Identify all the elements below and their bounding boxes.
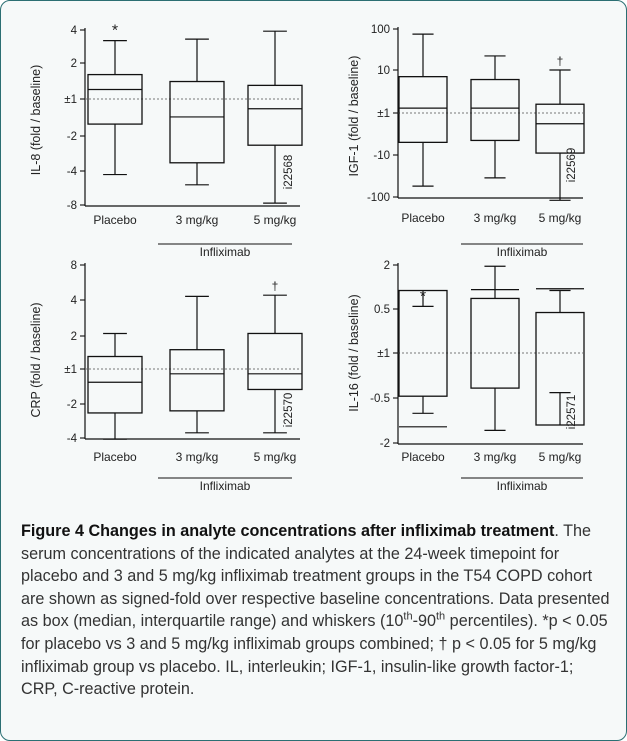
y-tick-label: -100	[367, 192, 390, 204]
y-tick-label: 100	[371, 24, 390, 36]
y-axis-label: IL-8 (fold / baseline)	[29, 65, 43, 175]
y-tick-label: 2	[384, 260, 390, 272]
iqr-box	[169, 349, 225, 412]
figure-caption: Figure 4 Changes in analyte concentratio…	[21, 520, 611, 701]
x-category-label: Placebo	[93, 213, 137, 227]
iqr-box	[470, 297, 520, 389]
group-label: Infliximab	[200, 245, 251, 259]
iqr-box	[535, 311, 585, 426]
box-plot-3	[535, 288, 585, 426]
iqr-box	[398, 76, 448, 144]
box-plot-2	[169, 295, 225, 434]
chart-panel-4: 2 0.5 ±1 -0.5 -2 IL-16 (fold / baseline) * Plac…	[347, 260, 585, 493]
iqr-box	[247, 332, 303, 391]
iqr-box	[247, 84, 303, 146]
box-plot-1: *	[398, 288, 448, 428]
y-tick-label: -4	[67, 433, 78, 445]
iqr-box	[169, 80, 225, 164]
y-tick-label: -0.5	[370, 393, 390, 405]
box-plot-3: †	[535, 54, 585, 201]
iqr-box	[470, 78, 520, 142]
group-label: Infliximab	[497, 245, 548, 259]
group-label: Infliximab	[497, 479, 548, 493]
x-category-label: 3 mg/kg	[176, 213, 219, 227]
caption-text-3: percentiles). *p < 0.05 for placebo vs 3…	[21, 612, 608, 699]
chart-panel-2: 100 10 ±1 -10 -100 IGF-1 (fold / baseline) † Pl…	[347, 24, 585, 259]
y-tick-label: 2	[71, 58, 77, 70]
y-tick-label: -2	[380, 438, 390, 450]
side-identifier: i22570	[283, 393, 295, 428]
y-axis-label: CRP (fold / baseline)	[29, 302, 43, 417]
y-tick-label: ±1	[64, 364, 77, 376]
x-category-label: 5 mg/kg	[254, 450, 297, 464]
significance-marker: *	[112, 23, 118, 40]
significance-marker: *	[420, 288, 426, 305]
box-plot-1	[398, 33, 448, 187]
box-plot-2	[470, 55, 520, 179]
y-axis-label: IGF-1 (fold / baseline)	[347, 56, 361, 177]
x-category-label: Placebo	[401, 450, 445, 464]
x-category-label: Placebo	[401, 211, 445, 225]
y-tick-label: -4	[67, 166, 78, 178]
side-identifier: i22569	[566, 148, 578, 183]
iqr-box	[398, 289, 448, 397]
x-category-label: 5 mg/kg	[539, 211, 582, 225]
y-tick-label: ±1	[377, 108, 390, 120]
caption-text-2: -90	[412, 612, 436, 631]
chart-panel-3: 8 4 2 ±1 -2 -4 CRP (fold / baseline) † Placebo 3 …	[29, 260, 303, 493]
y-tick-label: 10	[377, 65, 390, 77]
box-plot-1: *	[87, 23, 143, 176]
y-tick-label: 2	[71, 331, 77, 343]
box-plot-3: †	[247, 279, 303, 434]
x-category-label: 5 mg/kg	[539, 450, 582, 464]
box-plot-2	[470, 265, 520, 431]
group-label: Infliximab	[200, 479, 251, 493]
y-tick-label: 4	[71, 25, 78, 37]
significance-marker: †	[557, 54, 564, 68]
iqr-box	[535, 103, 585, 154]
y-axis-label: IL-16 (fold / baseline)	[347, 294, 361, 411]
x-category-label: 3 mg/kg	[474, 211, 517, 225]
x-category-label: 3 mg/kg	[176, 450, 219, 464]
y-tick-label: 0.5	[374, 304, 390, 316]
x-category-label: 3 mg/kg	[474, 450, 517, 464]
caption-sup-2: th	[436, 610, 446, 623]
y-tick-label: 8	[71, 260, 77, 272]
x-category-label: Placebo	[93, 450, 137, 464]
y-tick-label: -10	[373, 150, 390, 162]
figure-title: Figure 4 Changes in analyte concentratio…	[21, 522, 555, 540]
caption-text-1: . The serum concentrations of the indica…	[21, 522, 610, 631]
chart-panel-1: 4 2 ±1 -2 -4 -8 IL-8 (fold / baseline) * Placebo…	[29, 23, 303, 259]
y-tick-label: ±1	[377, 348, 390, 360]
y-tick-label: -8	[67, 200, 77, 212]
box-plot-2	[169, 38, 225, 186]
iqr-box	[87, 73, 143, 125]
side-identifier: i22568	[283, 155, 295, 190]
y-tick-label: 4	[71, 295, 78, 307]
box-plot-1	[87, 332, 143, 440]
figure-charts: 4 2 ±1 -2 -4 -8 IL-8 (fold / baseline) * Placebo…	[29, 23, 585, 493]
iqr-box	[87, 355, 143, 414]
side-identifier: i22571	[566, 395, 578, 430]
significance-marker: †	[272, 279, 279, 293]
box-plot-3	[247, 30, 303, 204]
y-tick-label: -2	[67, 131, 77, 143]
x-category-label: 5 mg/kg	[254, 213, 297, 227]
y-tick-label: ±1	[64, 94, 77, 106]
y-tick-label: -2	[67, 399, 77, 411]
caption-sup-1: th	[403, 610, 413, 623]
